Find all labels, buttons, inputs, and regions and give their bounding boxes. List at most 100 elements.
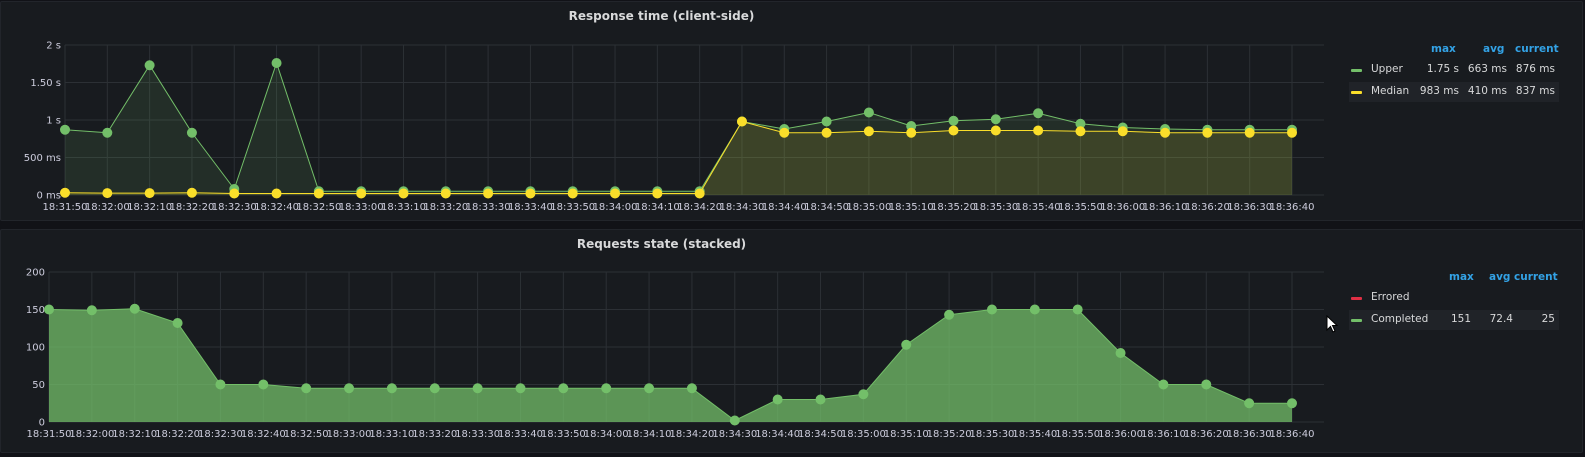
legend-swatch-errored [1351, 297, 1362, 300]
x-tick-label: 18:35:30 [973, 202, 1018, 213]
legend-label-errored[interactable]: Errored [1371, 291, 1410, 303]
legend-median-avg: 410 ms [1467, 85, 1507, 97]
legend-upper-current: 876 ms [1515, 63, 1555, 75]
data-point [186, 187, 197, 198]
data-point [172, 318, 183, 328]
x-tick-label: 18:33:10 [369, 429, 414, 440]
legend-header-current[interactable]: current [1515, 43, 1559, 55]
y-tick-label: 50 [32, 380, 45, 391]
legend-row-upper[interactable]: Upper 1.75 s 663 ms 876 ms [1349, 60, 1559, 80]
y-tick-label: 1.50 s [30, 78, 61, 89]
data-point [686, 383, 697, 394]
requests-state-legend: max avg current Errored Completed 151 72… [1349, 268, 1564, 338]
legend-completed-max: 151 [1450, 313, 1471, 325]
data-point [821, 127, 832, 138]
legend-row-median[interactable]: Median 983 ms 410 ms 837 ms [1349, 82, 1559, 102]
x-tick-label: 18:34:10 [635, 202, 680, 213]
data-point [258, 379, 269, 390]
legend-median-current: 837 ms [1515, 85, 1555, 97]
data-point [815, 394, 826, 405]
data-point [1202, 127, 1213, 138]
x-tick-label: 18:33:30 [466, 202, 511, 213]
panel-title[interactable]: Requests state (stacked) [576, 237, 747, 251]
data-point [344, 383, 355, 394]
requests-state-chart: 05010015020018:31:5018:32:0018:32:1018:3… [26, 268, 1324, 440]
data-point [772, 394, 783, 405]
y-tick-label: 200 [26, 268, 45, 279]
legend-median-max: 983 ms [1419, 85, 1459, 97]
x-tick-label: 18:34:10 [627, 429, 672, 440]
data-point [440, 188, 451, 199]
data-point [1033, 108, 1044, 119]
legend-label-completed[interactable]: Completed [1371, 313, 1429, 325]
x-tick-label: 18:34:00 [584, 429, 629, 440]
x-tick-label: 18:35:20 [927, 429, 972, 440]
x-tick-label: 18:33:00 [327, 429, 372, 440]
data-point [271, 58, 282, 68]
data-point [567, 188, 578, 199]
data-point [944, 309, 955, 320]
y-tick-label: 100 [26, 343, 45, 354]
data-point [863, 126, 874, 137]
x-tick-label: 18:34:40 [755, 429, 800, 440]
data-point [313, 188, 324, 199]
data-point [472, 383, 483, 394]
x-tick-label: 18:35:40 [1012, 429, 1057, 440]
legend-header-max[interactable]: max [1431, 43, 1456, 55]
data-point [1287, 398, 1297, 409]
legend-swatch-completed [1351, 319, 1362, 322]
legend-swatch-median [1351, 91, 1362, 94]
panel-title[interactable]: Response time (client-side) [568, 9, 755, 23]
x-tick-label: 18:34:30 [720, 202, 765, 213]
x-tick-label: 18:36:30 [1227, 202, 1272, 213]
x-tick-label: 18:36:40 [1270, 202, 1315, 213]
series-area [65, 63, 1292, 195]
response-time-legend: max avg current Upper 1.75 s 663 ms 876 … [1349, 40, 1564, 110]
data-point [601, 383, 612, 394]
data-point [1075, 126, 1086, 137]
legend-label-upper[interactable]: Upper [1371, 63, 1403, 75]
legend-upper-avg: 663 ms [1467, 63, 1507, 75]
data-point [525, 188, 536, 199]
data-point [429, 383, 440, 394]
legend-row-errored[interactable]: Errored [1349, 288, 1559, 308]
x-tick-label: 18:35:50 [1055, 429, 1100, 440]
y-tick-label: 500 ms [24, 153, 61, 164]
x-tick-label: 18:35:00 [846, 202, 891, 213]
x-tick-label: 18:35:40 [1016, 202, 1061, 213]
data-point [86, 305, 97, 316]
x-tick-label: 18:31:50 [43, 202, 88, 213]
data-point [144, 188, 155, 199]
data-point [386, 383, 397, 394]
requests-state-panel: Requests state (stacked) 0 50 100 150 200 18:… [0, 229, 1583, 453]
data-point [1244, 398, 1255, 409]
data-point [398, 188, 409, 199]
data-point [694, 188, 705, 199]
data-point [1287, 127, 1297, 138]
data-point [610, 188, 621, 199]
legend-row-completed[interactable]: Completed 151 72.4 25 [1349, 310, 1559, 330]
legend-header-max[interactable]: max [1449, 271, 1474, 283]
grid [64, 44, 1324, 196]
x-tick-label: 18:32:10 [112, 429, 157, 440]
x-tick-label: 18:33:10 [381, 202, 426, 213]
series-line [48, 308, 1292, 422]
legend-header-current[interactable]: current [1514, 271, 1558, 283]
x-tick-label: 18:36:00 [1098, 429, 1143, 440]
legend-label-median[interactable]: Median [1371, 85, 1410, 97]
legend-header-avg[interactable]: avg [1489, 271, 1511, 283]
series-upper [60, 58, 1297, 197]
legend-header-avg[interactable]: avg [1483, 43, 1505, 55]
x-tick-label: 18:35:50 [1058, 202, 1103, 213]
mouse-cursor-icon [1326, 315, 1339, 333]
x-tick-label: 18:32:50 [284, 429, 329, 440]
data-point [779, 127, 790, 138]
x-tick-label: 18:36:00 [1100, 202, 1145, 213]
data-point [986, 304, 997, 315]
x-tick-label: 18:36:30 [1227, 429, 1272, 440]
legend-swatch-upper [1351, 69, 1362, 72]
data-point [821, 116, 832, 127]
series-completed [44, 303, 1297, 426]
data-point [906, 127, 917, 138]
x-tick-label: 18:34:50 [798, 429, 843, 440]
